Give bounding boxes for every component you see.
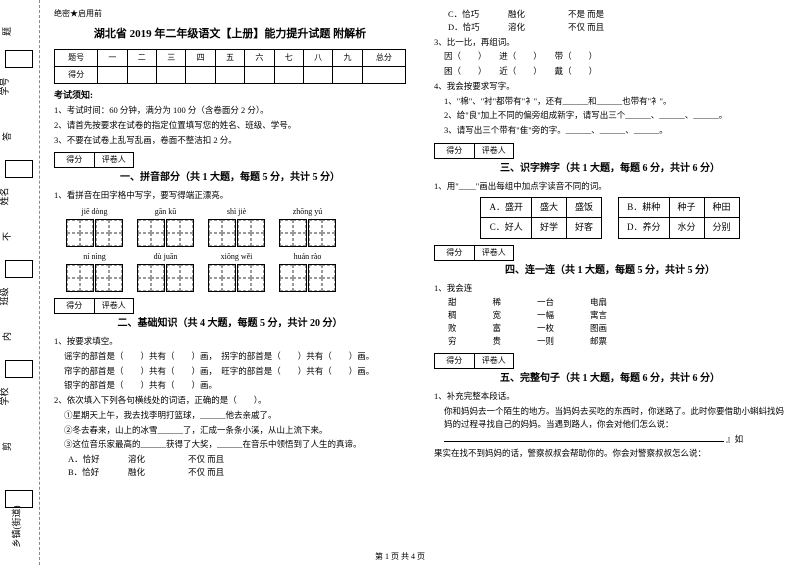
q2-2: 2、依次填入下列各句横线处的词语，正确的是（ ）。 <box>54 394 406 407</box>
table-row: 题号 一 二 三 四 五 六 七 八 九 总分 <box>55 49 406 66</box>
q1-1: 1、看拼音在田字格中写字，要写得端正漂亮。 <box>54 189 406 202</box>
pinyin-row-2: ní nìng dù juān xiōng wěi huán rào <box>66 251 406 292</box>
notice-line: 2、请首先按要求在试卷的指定位置填写您的姓名、班级、学号。 <box>54 119 406 132</box>
part4-title: 四、连一连（共 1 大题，每题 5 分，共计 5 分） <box>434 263 786 278</box>
margin-no: 不 <box>0 232 13 241</box>
q2-4: 4、我会按要求写字。 <box>434 80 786 93</box>
margin-cut: 剪 <box>0 442 13 451</box>
binding-margin: 乡镇(街道) 剪 学校 内 班级 不 姓名 答 学号 题 <box>0 0 40 565</box>
margin-inner: 内 <box>0 332 13 341</box>
margin-box <box>5 160 33 178</box>
q2-3: 3、比一比，再组词。 <box>434 36 786 49</box>
left-column: 绝密★启用前 湖北省 2019 年二年级语文【上册】能力提升试题 附解析 题号 … <box>40 0 420 565</box>
q4-1: 1、我会连 <box>434 282 786 295</box>
q2-1: 1、按要求填空。 <box>54 335 406 348</box>
part5-title: 五、完整句子（共 1 大题，每题 6 分，共计 6 分） <box>434 371 786 386</box>
exam-title: 湖北省 2019 年二年级语文【上册】能力提升试题 附解析 <box>54 26 406 43</box>
margin-township: 乡镇(街道) <box>10 506 23 548</box>
q3-1: 1、用"____"画出每组中加点字读音不同的词。 <box>434 180 786 193</box>
margin-name: 姓名 <box>0 187 11 205</box>
margin-ans: 答 <box>0 132 13 141</box>
score-table: 题号 一 二 三 四 五 六 七 八 九 总分 得分 <box>54 49 406 84</box>
margin-box <box>5 360 33 378</box>
secret-label: 绝密★启用前 <box>54 8 406 20</box>
notice-line: 1、考试时间：60 分钟，满分为 100 分（含卷面分 2 分）。 <box>54 104 406 117</box>
margin-box <box>5 490 33 508</box>
notice-header: 考试须知: <box>54 89 406 103</box>
score-cell: 得分 评卷人 <box>434 353 514 369</box>
margin-school: 学校 <box>0 387 11 405</box>
margin-id: 学号 <box>0 77 11 95</box>
q5-1b: 果实在找不到妈妈的话，警察叔叔会帮助你的。你会对警察叔叔怎么说： <box>434 447 786 460</box>
blank-line: 』如 <box>444 433 786 446</box>
table-row: 得分 <box>55 66 406 83</box>
part1-title: 一、拼音部分（共 1 大题，每题 5 分，共计 5 分） <box>54 170 406 185</box>
margin-box <box>5 50 33 68</box>
part3-title: 三、识字辨字（共 1 大题，每题 6 分，共计 6 分） <box>434 161 786 176</box>
pinyin-row-1: jiē dòng gān kū shì jiè zhōng yú <box>66 206 406 247</box>
score-cell: 得分 评卷人 <box>54 152 134 168</box>
q5-1a: 你和妈妈去一个陌生的地方。当妈妈去买吃的东西时，你迷路了。此时你要借助小蝌蚪找妈… <box>444 405 786 431</box>
char-table: A．盛开 盛大 盛饭 B．耕种 种子 种田 C．好人 好学 好客 D．养分 水分… <box>480 197 739 239</box>
score-cell: 得分 评卷人 <box>434 143 514 159</box>
q5-1: 1、补充完整本段话。 <box>434 390 786 403</box>
notice-line: 3、不要在试卷上乱写乱画，卷面不整洁扣 2 分。 <box>54 134 406 147</box>
score-cell: 得分 评卷人 <box>54 298 134 314</box>
margin-ti: 题 <box>0 27 13 36</box>
part2-title: 二、基础知识（共 4 大题，每题 5 分，共计 20 分） <box>54 316 406 331</box>
page-footer: 第 1 页 共 4 页 <box>0 551 800 562</box>
page-container: 乡镇(街道) 剪 学校 内 班级 不 姓名 答 学号 题 绝密★启用前 湖北省 … <box>0 0 800 565</box>
score-cell: 得分 评卷人 <box>434 245 514 261</box>
right-column: C．恰巧融化不是 而是 D．恰巧溶化不仅 而且 3、比一比，再组词。 因（ ） … <box>420 0 800 565</box>
margin-class: 班级 <box>0 287 11 305</box>
margin-box <box>5 260 33 278</box>
